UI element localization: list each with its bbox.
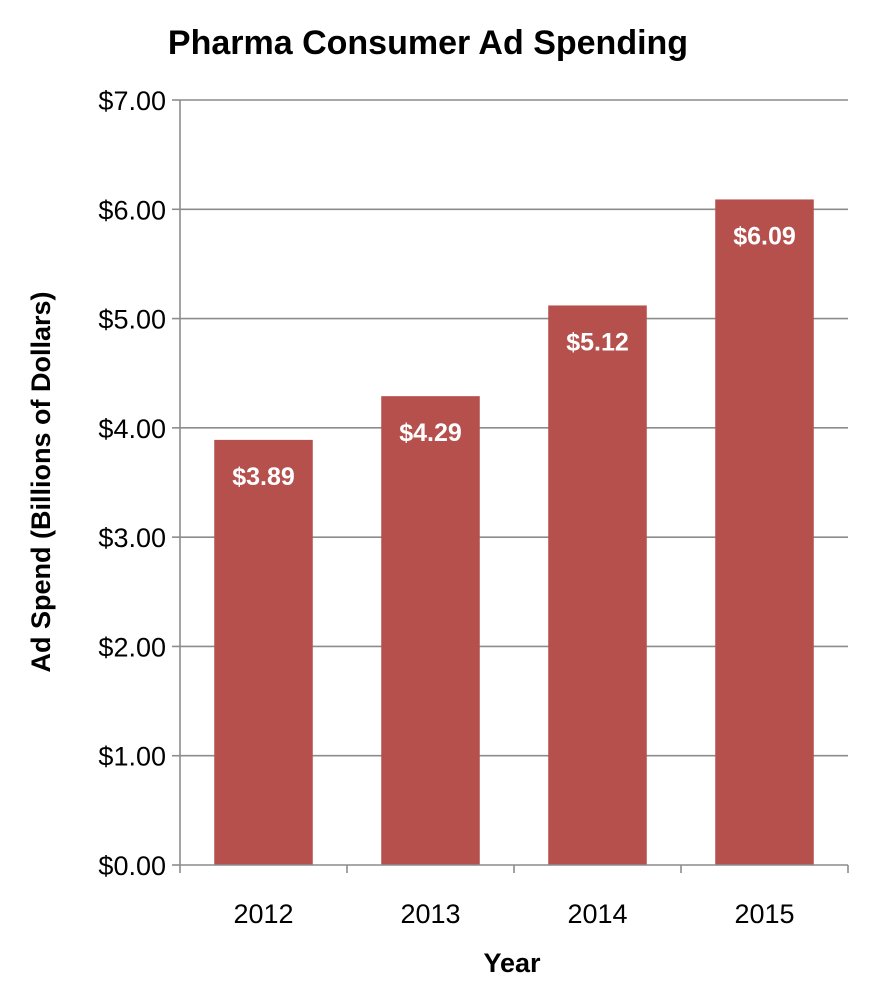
data-label-2013: $4.29 bbox=[399, 419, 462, 447]
data-label-2012: $3.89 bbox=[232, 463, 295, 491]
axes bbox=[172, 99, 849, 873]
bars bbox=[214, 199, 814, 865]
data-label-2015: $6.09 bbox=[733, 222, 796, 250]
data-label-2014: $5.12 bbox=[566, 328, 629, 356]
x-axis-title: Year bbox=[483, 948, 541, 978]
labels: $0.00 $1.00 $2.00 $3.00 $4.00 $5.00 $6.00 $7.00… bbox=[98, 86, 795, 929]
bar-2012 bbox=[214, 439, 313, 865]
y-tick-label: $1.00 bbox=[98, 742, 166, 772]
x-tick-label-2013: 2013 bbox=[400, 899, 460, 929]
y-tick-label: $4.00 bbox=[98, 414, 166, 444]
y-tick-label: $0.00 bbox=[98, 851, 166, 881]
y-tick-label: $3.00 bbox=[98, 523, 166, 553]
x-tick-label-2012: 2012 bbox=[233, 899, 293, 929]
bar-2014 bbox=[548, 305, 647, 865]
y-tick-label: $2.00 bbox=[98, 632, 166, 662]
x-tick-label-2014: 2014 bbox=[567, 899, 627, 929]
bar-2015 bbox=[715, 199, 814, 865]
y-tick-label: $6.00 bbox=[98, 195, 166, 225]
chart-title: Pharma Consumer Ad Spending bbox=[168, 24, 688, 62]
x-tick-label-2015: 2015 bbox=[734, 899, 794, 929]
y-axis-title: Ad Spend (Billions of Dollars) bbox=[26, 291, 56, 672]
y-tick-label: $7.00 bbox=[98, 86, 166, 116]
y-tick-label: $5.00 bbox=[98, 305, 166, 335]
bar-2013 bbox=[381, 396, 480, 865]
